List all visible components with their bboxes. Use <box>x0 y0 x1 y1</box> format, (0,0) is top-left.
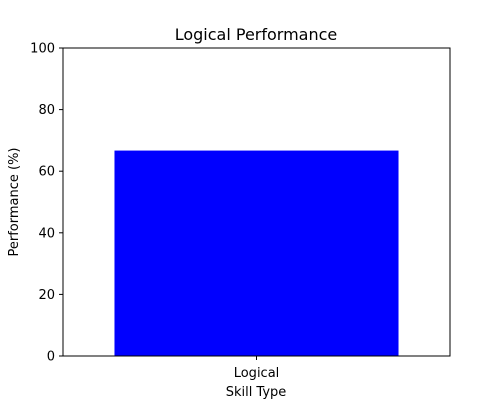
y-tick-label: 80 <box>38 103 55 118</box>
x-tick-label: Logical <box>234 366 280 381</box>
y-tick-label: 60 <box>38 165 55 180</box>
y-tick-label: 20 <box>38 288 55 303</box>
y-tick-label: 40 <box>38 226 55 241</box>
y-tick-label: 0 <box>47 350 55 365</box>
chart-title: Logical Performance <box>175 25 338 44</box>
bar-logical <box>114 150 399 356</box>
y-tick-label: 100 <box>30 42 55 57</box>
bars-group <box>114 150 399 356</box>
x-axis-label: Skill Type <box>226 385 287 400</box>
y-tick-labels: 0 20 40 60 80 100 <box>30 42 55 365</box>
y-axis-label: Performance (%) <box>7 147 22 256</box>
y-tick-marks <box>59 47 63 357</box>
plot-frame <box>62 47 451 357</box>
x-tick-labels: Logical <box>234 366 280 381</box>
